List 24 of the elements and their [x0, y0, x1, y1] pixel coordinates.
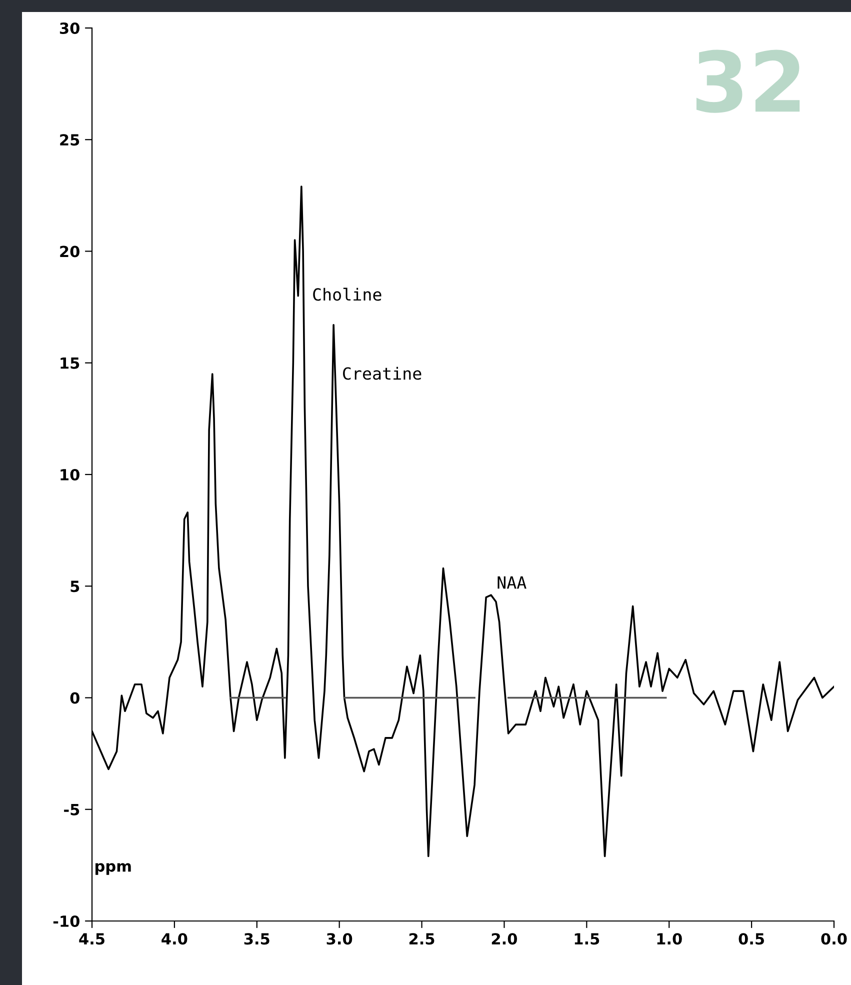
- x-tick-label: 2.0: [492, 933, 518, 945]
- x-tick-label: 3.0: [326, 933, 352, 945]
- x-tick-label: 4.0: [162, 933, 188, 945]
- x-tick-label: 4.5: [79, 933, 104, 945]
- y-tick-label: 15: [60, 358, 80, 369]
- y-tick-label: -10: [53, 915, 80, 928]
- x-tick-label: 1.5: [574, 933, 600, 945]
- x-tick-label: 2.5: [409, 933, 434, 945]
- annotation: Choline: [313, 288, 382, 301]
- annotation: NAA: [498, 576, 526, 589]
- y-tick-label: 25: [60, 134, 80, 146]
- y-tick-label: 30: [60, 22, 80, 34]
- y-tick-label: 10: [60, 468, 80, 481]
- annotation: ppm: [96, 863, 131, 875]
- y-tick-label: -5: [64, 804, 80, 816]
- y-tick-label: 5: [70, 580, 80, 592]
- y-tick-label: 0: [70, 692, 80, 704]
- annotation: Creatine: [343, 366, 422, 380]
- x-tick-label: 1.0: [657, 933, 682, 945]
- annotation: 32: [696, 50, 800, 113]
- y-tick-label: 20: [60, 246, 80, 258]
- x-tick-label: 0.0: [821, 933, 847, 945]
- x-tick-label: 3.5: [244, 933, 270, 945]
- x-tick-label: 0.5: [738, 933, 764, 945]
